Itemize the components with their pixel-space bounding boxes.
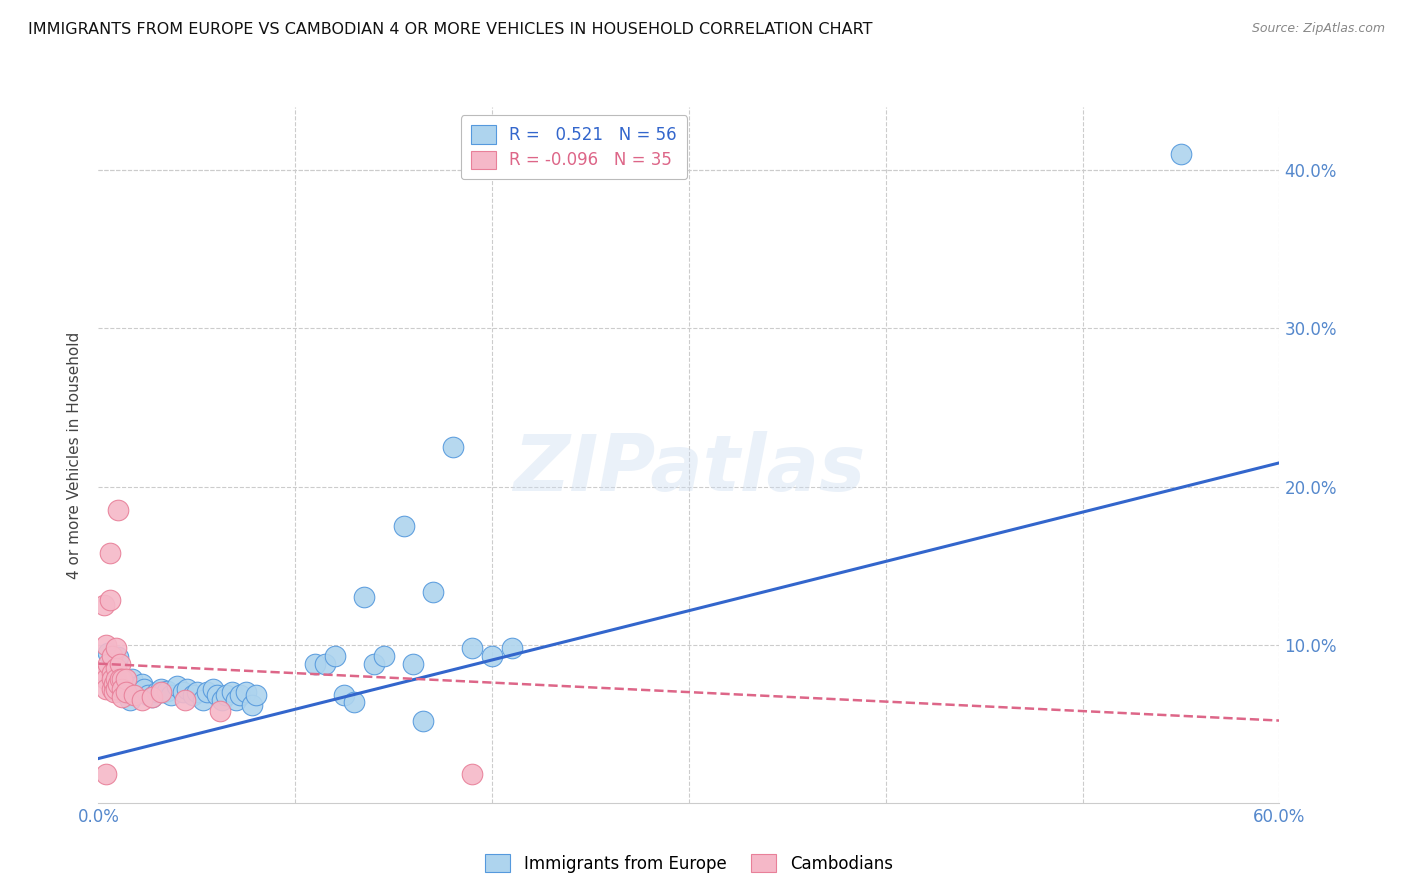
Point bbox=[115, 685, 138, 699]
Point bbox=[304, 657, 326, 671]
Point bbox=[105, 681, 128, 696]
Text: ZIPatlas: ZIPatlas bbox=[513, 431, 865, 507]
Point bbox=[412, 714, 434, 728]
Point bbox=[101, 673, 124, 687]
Point bbox=[111, 681, 134, 696]
Point bbox=[97, 646, 120, 660]
Point bbox=[152, 685, 174, 699]
Point bbox=[107, 677, 129, 691]
Point bbox=[166, 679, 188, 693]
Point bbox=[108, 673, 131, 687]
Point bbox=[176, 681, 198, 696]
Point bbox=[108, 657, 131, 671]
Point bbox=[343, 695, 366, 709]
Point bbox=[150, 685, 173, 699]
Point bbox=[115, 673, 138, 687]
Point bbox=[186, 685, 208, 699]
Point bbox=[181, 688, 204, 702]
Point bbox=[209, 704, 232, 718]
Point bbox=[121, 673, 143, 687]
Point bbox=[101, 648, 124, 663]
Point bbox=[172, 685, 194, 699]
Point bbox=[101, 666, 124, 681]
Point bbox=[215, 688, 238, 702]
Point bbox=[392, 519, 415, 533]
Point bbox=[127, 685, 149, 699]
Point bbox=[461, 640, 484, 655]
Point bbox=[211, 693, 233, 707]
Point bbox=[136, 688, 159, 702]
Point bbox=[111, 673, 134, 687]
Point bbox=[131, 693, 153, 707]
Point bbox=[402, 657, 425, 671]
Point bbox=[105, 661, 128, 675]
Y-axis label: 4 or more Vehicles in Household: 4 or more Vehicles in Household bbox=[67, 331, 83, 579]
Point bbox=[117, 688, 139, 702]
Point bbox=[103, 685, 125, 699]
Point bbox=[122, 688, 145, 702]
Point bbox=[107, 677, 129, 691]
Legend: Immigrants from Europe, Cambodians: Immigrants from Europe, Cambodians bbox=[478, 847, 900, 880]
Legend: R =   0.521   N = 56, R = -0.096   N = 35: R = 0.521 N = 56, R = -0.096 N = 35 bbox=[461, 115, 688, 179]
Point bbox=[96, 681, 118, 696]
Point bbox=[111, 685, 134, 699]
Text: IMMIGRANTS FROM EUROPE VS CAMBODIAN 4 OR MORE VEHICLES IN HOUSEHOLD CORRELATION : IMMIGRANTS FROM EUROPE VS CAMBODIAN 4 OR… bbox=[28, 22, 873, 37]
Point bbox=[363, 657, 385, 671]
Point bbox=[112, 681, 135, 696]
Point bbox=[103, 677, 125, 691]
Point bbox=[245, 688, 267, 702]
Point bbox=[353, 591, 375, 605]
Point bbox=[101, 681, 124, 696]
Point bbox=[481, 648, 503, 663]
Point bbox=[132, 681, 155, 696]
Point bbox=[174, 693, 197, 707]
Point bbox=[141, 690, 163, 704]
Point bbox=[98, 546, 121, 560]
Point bbox=[441, 440, 464, 454]
Point bbox=[111, 690, 134, 704]
Point bbox=[422, 585, 444, 599]
Point bbox=[501, 640, 523, 655]
Point bbox=[96, 673, 118, 687]
Point bbox=[323, 648, 346, 663]
Text: Source: ZipAtlas.com: Source: ZipAtlas.com bbox=[1251, 22, 1385, 36]
Point bbox=[107, 503, 129, 517]
Point bbox=[96, 767, 118, 781]
Point bbox=[205, 688, 228, 702]
Point bbox=[225, 693, 247, 707]
Point bbox=[221, 685, 243, 699]
Point bbox=[240, 698, 263, 712]
Point bbox=[107, 650, 129, 665]
Point bbox=[105, 657, 128, 671]
Point bbox=[141, 690, 163, 704]
Point bbox=[333, 688, 356, 702]
Point bbox=[105, 673, 128, 687]
Point bbox=[195, 685, 218, 699]
Point bbox=[201, 681, 224, 696]
Point bbox=[314, 657, 336, 671]
Point bbox=[1170, 147, 1192, 161]
Point bbox=[93, 598, 115, 612]
Point bbox=[96, 666, 118, 681]
Point bbox=[103, 673, 125, 687]
Point bbox=[96, 638, 118, 652]
Point bbox=[150, 681, 173, 696]
Point bbox=[160, 688, 183, 702]
Point bbox=[146, 685, 169, 699]
Point bbox=[373, 648, 395, 663]
Point bbox=[229, 688, 252, 702]
Point bbox=[118, 693, 141, 707]
Point bbox=[122, 681, 145, 695]
Point bbox=[191, 693, 214, 707]
Point bbox=[156, 683, 179, 698]
Point bbox=[461, 767, 484, 781]
Point bbox=[97, 657, 120, 671]
Point bbox=[101, 661, 124, 675]
Point bbox=[98, 593, 121, 607]
Point bbox=[131, 677, 153, 691]
Point bbox=[235, 685, 257, 699]
Point bbox=[105, 640, 128, 655]
